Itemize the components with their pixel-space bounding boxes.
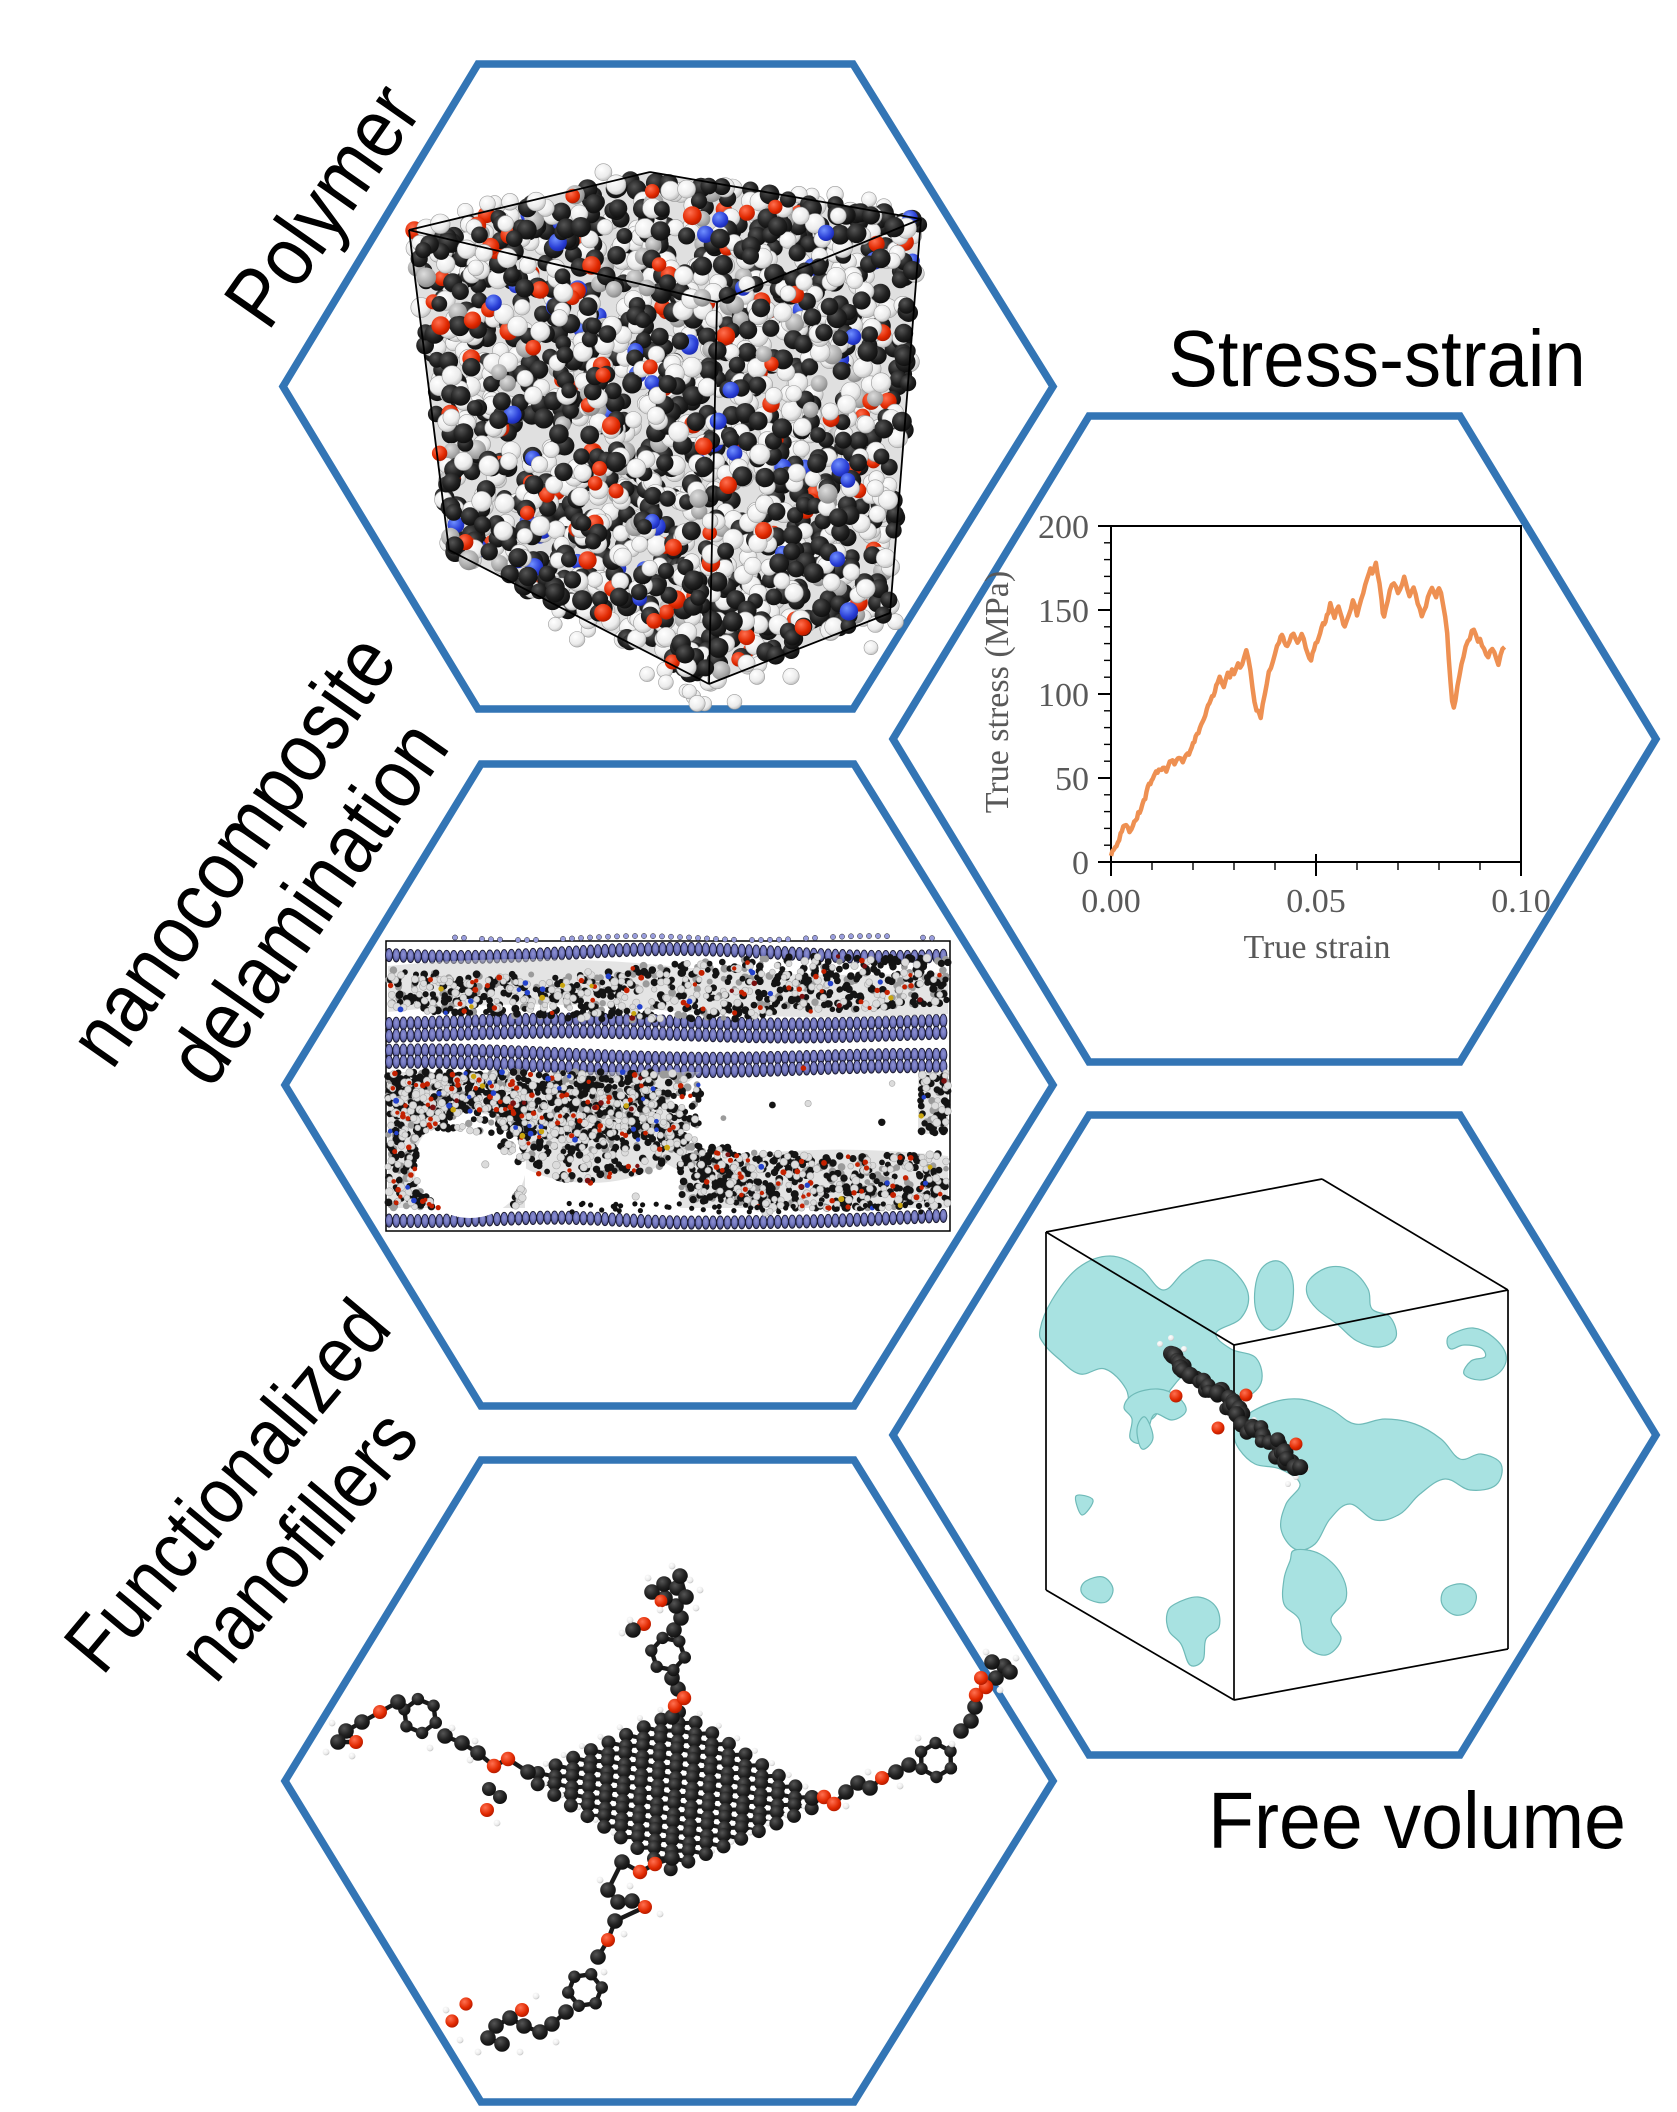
- svg-text:0.05: 0.05: [1286, 883, 1346, 920]
- svg-text:True stress (MPa): True stress (MPa): [979, 571, 1016, 813]
- svg-text:Stress-strain: Stress-strain: [1168, 315, 1586, 404]
- svg-text:200: 200: [1038, 509, 1089, 546]
- svg-text:0: 0: [1072, 845, 1089, 882]
- svg-text:150: 150: [1038, 593, 1089, 630]
- svg-text:Free volume: Free volume: [1208, 1777, 1626, 1866]
- svg-text:0.10: 0.10: [1491, 883, 1551, 920]
- svg-text:True strain: True strain: [1243, 929, 1390, 966]
- svg-text:0.00: 0.00: [1081, 883, 1141, 920]
- svg-text:50: 50: [1055, 761, 1089, 798]
- svg-text:100: 100: [1038, 677, 1089, 714]
